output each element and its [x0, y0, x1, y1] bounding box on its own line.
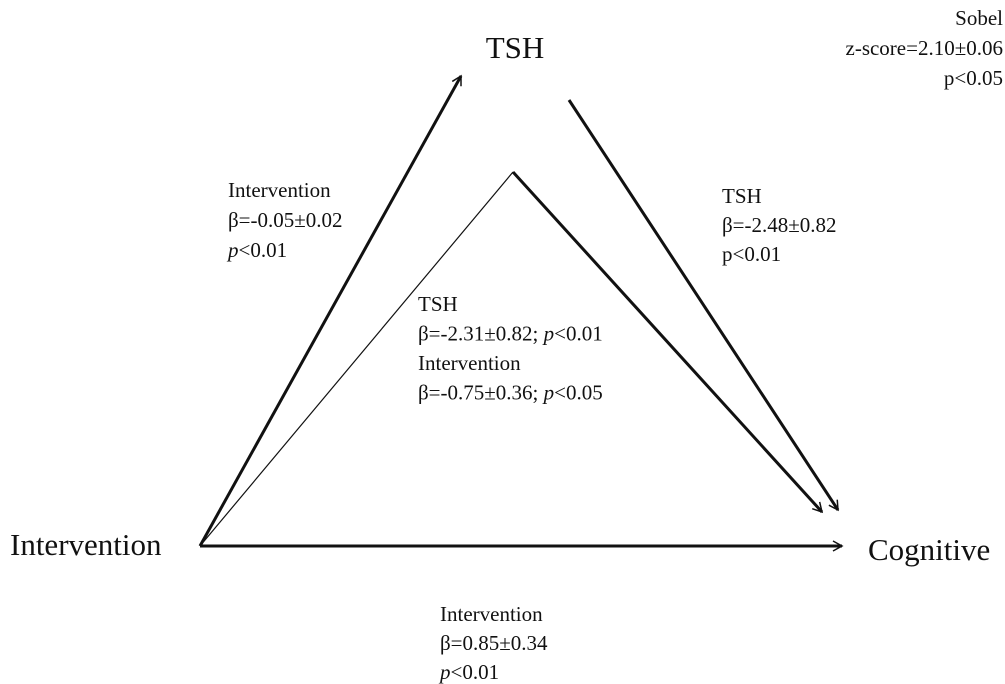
label-segment: <0.01 — [239, 238, 288, 262]
label-line: p<0.05 — [944, 66, 1003, 90]
label-line: Intervention — [228, 178, 331, 202]
arrow-indirect — [511, 170, 824, 514]
label-line: β=0.85±0.34 — [440, 631, 548, 655]
label-segment: p<0.01 — [722, 242, 781, 266]
label-segment: z-score=2.10±0.06 — [846, 36, 1004, 60]
indirect-line — [199, 171, 514, 547]
label-segment: p — [226, 238, 239, 262]
label-segment: Sobel — [955, 6, 1003, 30]
label-line: Intervention — [418, 351, 521, 375]
label-line: TSH — [722, 184, 762, 208]
label-segment: β=0.85±0.34 — [440, 631, 548, 655]
label-line: p<0.01 — [438, 660, 499, 684]
label-line: β=-2.48±0.82 — [722, 213, 837, 237]
label-segment: β=-0.75±0.36; — [418, 381, 544, 405]
label-segment: p — [542, 381, 555, 405]
node-label: TSH — [486, 30, 545, 65]
label-line: Intervention — [440, 602, 543, 626]
label-line: TSH — [418, 292, 458, 316]
label-line: p<0.01 — [226, 238, 287, 262]
label-line: z-score=2.10±0.06 — [846, 36, 1004, 60]
label-line: β=-0.05±0.02 — [228, 208, 343, 232]
label-line: p<0.01 — [722, 242, 781, 266]
node-label: Intervention — [10, 527, 162, 562]
label-segment: β=-2.48±0.82 — [722, 213, 837, 237]
label-segment: β=-0.05±0.02 — [228, 208, 343, 232]
label-segment: <0.05 — [554, 381, 603, 405]
arrow-tsh-cognitive — [567, 99, 840, 512]
label-segment: p — [542, 322, 555, 346]
label-segment: TSH — [418, 292, 458, 316]
label-segment: TSH — [722, 184, 762, 208]
label-line: Sobel — [955, 6, 1003, 30]
label-line: β=-0.75±0.36; p<0.05 — [418, 381, 603, 405]
label-segment: p — [438, 660, 451, 684]
label-segment: Intervention — [228, 178, 331, 202]
label-segment: Intervention — [418, 351, 521, 375]
label-segment: <0.01 — [554, 322, 603, 346]
label-segment: <0.01 — [451, 660, 500, 684]
label-segment: Intervention — [440, 602, 543, 626]
node-label: Cognitive — [868, 532, 990, 567]
arrow-intervention-tsh — [198, 74, 463, 547]
label-segment: β=-2.31±0.82; — [418, 322, 544, 346]
label-line: β=-2.31±0.82; p<0.01 — [418, 322, 603, 346]
label-segment: p<0.05 — [944, 66, 1003, 90]
